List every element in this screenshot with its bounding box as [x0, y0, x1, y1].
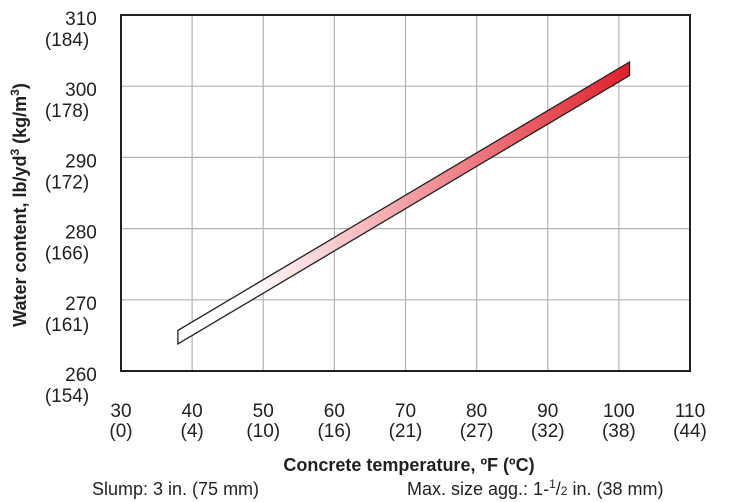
x-tick-sub-100: (38): [602, 421, 636, 442]
y-tick-sub-260: (154): [45, 386, 89, 407]
x-tick-label-40: 40: [182, 401, 203, 422]
water-content-band-0: [177, 60, 631, 346]
x-tick-label-70: 70: [395, 401, 416, 422]
x-tick-label-50: 50: [253, 401, 274, 422]
x-tick-sub-70: (21): [389, 421, 423, 442]
x-tick-sub-110: (44): [673, 421, 707, 442]
y-axis-title-sup2: 3: [8, 89, 22, 96]
aggregate-note-slash: /: [556, 479, 561, 499]
x-axis-title: Concrete temperature, ºF (ºC): [283, 455, 534, 475]
plot-frame: [120, 14, 691, 372]
x-tick-sub-60: (16): [317, 421, 351, 442]
y-tick-sub-310: (184): [45, 30, 89, 51]
data-band-layer: [177, 60, 631, 346]
grid-lines: [121, 15, 690, 371]
y-tick-sub-280: (166): [45, 244, 89, 265]
y-axis-title-sup1: 3: [8, 149, 22, 156]
x-tick-label-30: 30: [110, 401, 131, 422]
aggregate-note-num: 1: [549, 477, 556, 491]
y-tick-label-310: 310: [65, 9, 97, 30]
x-tick-label-90: 90: [537, 401, 558, 422]
y-tick-label-260: 260: [65, 365, 97, 386]
y-axis-title-main: Water content, lb/yd: [10, 156, 30, 327]
y-axis-title-mid: (kg/m: [10, 96, 30, 149]
y-tick-sub-290: (172): [45, 172, 89, 193]
y-tick-sub-270: (161): [45, 315, 89, 336]
aggregate-note-den: 2: [561, 484, 568, 498]
x-tick-sub-40: (4): [181, 421, 204, 442]
aggregate-note: Max. size agg.: 1-1/2 in. (38 mm): [407, 477, 663, 499]
y-axis-title-end: ): [10, 83, 30, 89]
y-tick-label-280: 280: [65, 223, 97, 244]
y-tick-label-270: 270: [65, 294, 97, 315]
x-tick-sub-90: (32): [531, 421, 565, 442]
x-tick-sub-30: (0): [109, 421, 132, 442]
slump-note: Slump: 3 in. (75 mm): [92, 479, 259, 499]
x-tick-label-110: 110: [675, 401, 705, 422]
x-tick-label-60: 60: [324, 401, 345, 422]
aggregate-note-prefix: Max. size agg.: 1-: [407, 479, 549, 499]
y-tick-labels: 260(154) 270(161) 280(166) 290(172) 300(178)…: [45, 9, 97, 407]
x-tick-label-100: 100: [603, 401, 635, 422]
x-tick-sub-80: (27): [460, 421, 494, 442]
y-tick-label-300: 300: [65, 80, 97, 101]
y-tick-sub-300: (178): [45, 101, 89, 122]
x-tick-labels: 30(0) 40(4) 50(10) 60(16) 70(21) 80(27) 90(32)…: [109, 401, 707, 442]
x-tick-label-80: 80: [466, 401, 487, 422]
y-tick-label-290: 290: [65, 151, 97, 172]
y-axis-title: Water content, lb/yd3 (kg/m3): [8, 83, 30, 327]
x-tick-sub-50: (10): [246, 421, 280, 442]
aggregate-note-suffix: in. (38 mm): [567, 479, 663, 499]
